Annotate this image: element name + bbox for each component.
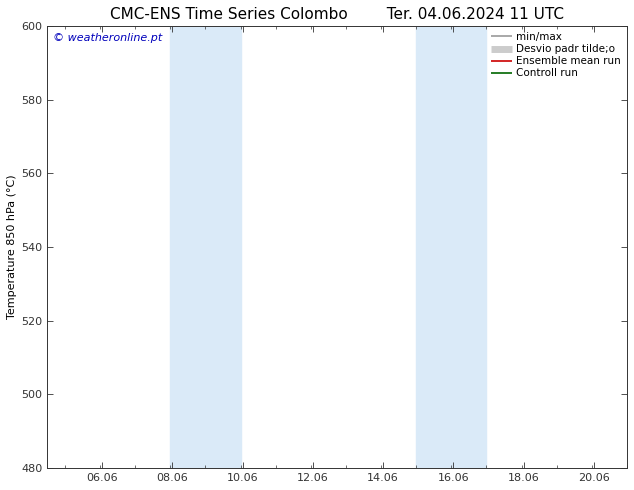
Bar: [416, 26, 486, 468]
Bar: [170, 26, 240, 468]
Y-axis label: Temperature 850 hPa (°C): Temperature 850 hPa (°C): [7, 175, 17, 319]
Text: © weatheronline.pt: © weatheronline.pt: [53, 32, 162, 43]
Title: CMC-ENS Time Series Colombo        Ter. 04.06.2024 11 UTC: CMC-ENS Time Series Colombo Ter. 04.06.2…: [110, 7, 564, 22]
Legend: min/max, Desvio padr tilde;o, Ensemble mean run, Controll run: min/max, Desvio padr tilde;o, Ensemble m…: [488, 29, 624, 81]
